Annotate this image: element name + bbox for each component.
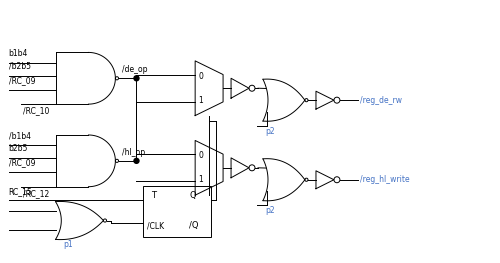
Text: /reg_de_rw: /reg_de_rw: [360, 96, 402, 105]
Text: p2: p2: [265, 127, 274, 136]
Text: /RC_12: /RC_12: [22, 189, 49, 198]
Text: p1: p1: [64, 240, 73, 249]
Text: /RC_09: /RC_09: [8, 158, 35, 167]
Text: /b1b4: /b1b4: [8, 131, 30, 140]
Text: /CLK: /CLK: [148, 221, 164, 230]
Text: Q: Q: [189, 191, 196, 200]
Text: T: T: [152, 191, 156, 200]
Text: 1: 1: [198, 96, 203, 105]
Bar: [144, 186, 211, 237]
Text: b1b4: b1b4: [8, 49, 28, 58]
Text: RC_15: RC_15: [8, 187, 32, 196]
Text: p2: p2: [265, 206, 274, 215]
Text: /de_op: /de_op: [122, 65, 147, 74]
Text: /b2b5: /b2b5: [8, 62, 30, 71]
Text: b2b5: b2b5: [8, 144, 28, 153]
Text: 1: 1: [198, 175, 203, 184]
Text: /Q: /Q: [189, 221, 198, 230]
Text: /RC_10: /RC_10: [22, 106, 49, 115]
Text: 0: 0: [198, 72, 203, 81]
Circle shape: [134, 158, 139, 163]
Text: /reg_hl_write: /reg_hl_write: [360, 175, 410, 184]
Text: 0: 0: [198, 151, 203, 160]
Text: /hl_op: /hl_op: [122, 148, 144, 157]
Circle shape: [134, 76, 139, 81]
Text: /RC_09: /RC_09: [8, 76, 35, 85]
